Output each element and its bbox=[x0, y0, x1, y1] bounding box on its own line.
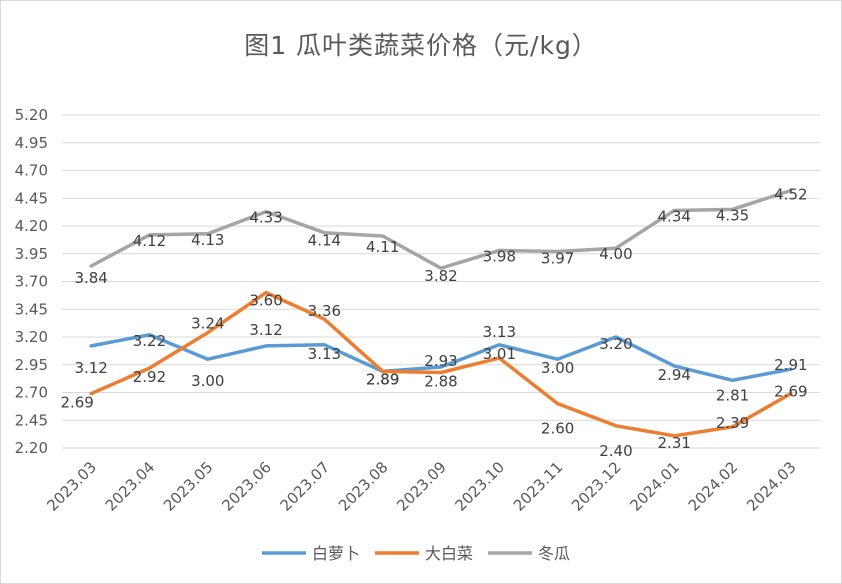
x-tick-label: 2023.07 bbox=[277, 458, 334, 515]
chart-title: 图1 瓜叶类蔬菜价格（元/kg） bbox=[244, 31, 598, 60]
data-label: 3.00 bbox=[541, 359, 574, 377]
data-label: 4.14 bbox=[308, 232, 341, 250]
y-tick-label: 4.20 bbox=[15, 217, 48, 235]
x-tick-label: 2023.10 bbox=[452, 458, 509, 515]
data-label: 3.60 bbox=[249, 292, 282, 310]
y-tick-label: 4.45 bbox=[15, 189, 48, 207]
data-label: 3.13 bbox=[308, 345, 341, 363]
data-label: 2.89 bbox=[366, 370, 399, 388]
data-label: 2.39 bbox=[716, 414, 749, 432]
x-tick-label: 2023.05 bbox=[160, 458, 217, 515]
data-label: 2.93 bbox=[424, 352, 457, 370]
data-label: 2.81 bbox=[716, 386, 749, 404]
y-tick-label: 5.20 bbox=[15, 106, 48, 124]
y-axis: 2.20 2.45 2.70 2.95 3.20 3.45 3.70 3.95 4.20 4.45… bbox=[15, 106, 48, 457]
data-label: 2.89 bbox=[366, 370, 399, 388]
y-tick-label: 4.70 bbox=[15, 162, 48, 180]
legend-label: 冬瓜 bbox=[538, 544, 570, 563]
data-label: 3.12 bbox=[249, 321, 282, 339]
data-label: 2.94 bbox=[658, 366, 691, 384]
x-tick-label: 2023.03 bbox=[43, 458, 100, 515]
series-line-1 bbox=[89, 290, 793, 438]
data-label: 2.69 bbox=[60, 394, 93, 412]
x-tick-label: 2023.09 bbox=[393, 458, 450, 515]
y-tick-label: 2.20 bbox=[15, 439, 48, 457]
legend: 白萝卜 大白菜 冬瓜 bbox=[262, 544, 570, 563]
x-tick-label: 2023.06 bbox=[218, 458, 275, 515]
legend-label: 白萝卜 bbox=[312, 544, 360, 563]
x-tick-label: 2024.03 bbox=[743, 458, 800, 515]
data-label: 3.98 bbox=[483, 247, 516, 265]
data-label: 3.24 bbox=[191, 315, 224, 333]
data-label: 2.91 bbox=[774, 356, 807, 374]
y-tick-label: 2.95 bbox=[15, 356, 48, 374]
data-labels: 3.12 3.22 3.00 3.12 3.13 2.89 2.93 3.13 3.00 3.20… bbox=[60, 185, 807, 459]
data-label: 4.13 bbox=[191, 231, 224, 249]
data-label: 4.33 bbox=[249, 209, 282, 227]
data-label: 3.12 bbox=[74, 359, 107, 377]
y-tick-label: 2.70 bbox=[15, 384, 48, 402]
y-tick-label: 3.45 bbox=[15, 300, 48, 318]
data-label: 3.97 bbox=[541, 250, 574, 268]
y-tick-label: 3.70 bbox=[15, 273, 48, 291]
y-tick-label: 4.95 bbox=[15, 134, 48, 152]
data-label: 3.36 bbox=[308, 302, 341, 320]
data-label: 3.01 bbox=[483, 345, 516, 363]
x-tick-label: 2023.12 bbox=[568, 458, 625, 515]
x-tick-label: 2024.02 bbox=[685, 458, 742, 515]
data-label: 3.84 bbox=[74, 269, 107, 287]
data-label: 4.00 bbox=[599, 245, 632, 263]
y-tick-label: 2.45 bbox=[15, 411, 48, 429]
data-label: 3.00 bbox=[191, 372, 224, 390]
data-label: 2.60 bbox=[541, 420, 574, 438]
data-label: 3.20 bbox=[599, 335, 632, 353]
data-label: 2.31 bbox=[658, 434, 691, 452]
x-tick-label: 2023.11 bbox=[510, 458, 567, 515]
data-label: 4.11 bbox=[366, 238, 399, 256]
data-label: 4.34 bbox=[658, 207, 691, 225]
grid-lines bbox=[62, 114, 820, 449]
data-label: 3.13 bbox=[483, 323, 516, 341]
data-label: 4.35 bbox=[716, 206, 749, 224]
data-label: 2.88 bbox=[424, 373, 457, 391]
data-label: 3.82 bbox=[424, 267, 457, 285]
series-line-2 bbox=[89, 188, 793, 270]
data-label: 2.92 bbox=[133, 368, 166, 386]
data-label: 4.52 bbox=[774, 185, 807, 203]
data-label: 2.69 bbox=[774, 383, 807, 401]
x-tick-label: 2023.04 bbox=[102, 458, 159, 515]
legend-label: 大白菜 bbox=[425, 544, 473, 563]
x-tick-label: 2024.01 bbox=[626, 458, 683, 515]
x-tick-label: 2023.08 bbox=[335, 458, 392, 515]
data-label: 3.22 bbox=[133, 332, 166, 350]
series-lines bbox=[89, 188, 793, 438]
data-label: 4.12 bbox=[133, 232, 166, 250]
data-label: 2.40 bbox=[599, 442, 632, 460]
y-tick-label: 3.20 bbox=[15, 328, 48, 346]
series-line-0 bbox=[89, 333, 793, 383]
x-axis: 2023.03 2023.04 2023.05 2023.06 2023.07 2023.… bbox=[43, 458, 799, 515]
y-tick-label: 3.95 bbox=[15, 245, 48, 263]
